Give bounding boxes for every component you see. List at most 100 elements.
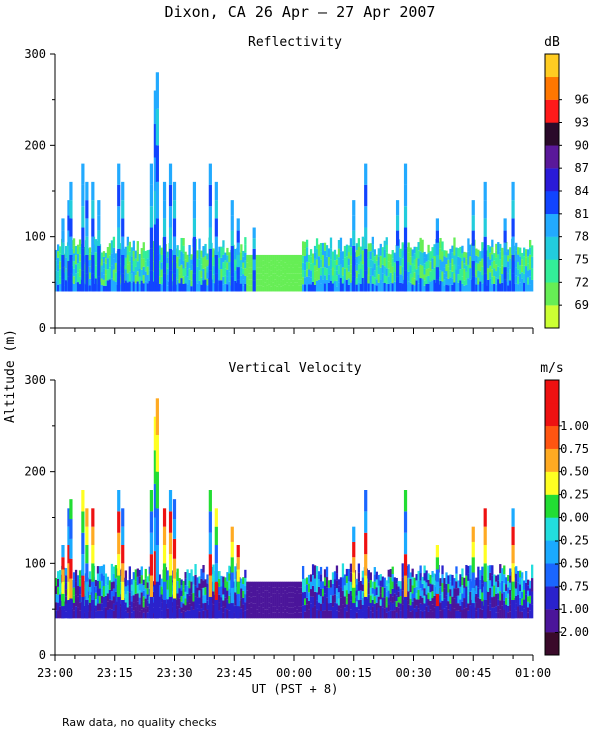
- echo-cell: [58, 261, 62, 269]
- echo-cell: [379, 243, 382, 256]
- echo-cell: [270, 596, 273, 604]
- echo-cell: [371, 599, 374, 607]
- colorbar-swatch: [545, 471, 559, 495]
- echo-cell: [329, 259, 333, 270]
- echo-cell: [493, 268, 496, 277]
- echo-cell: [190, 569, 193, 582]
- echo-cell: [377, 585, 380, 597]
- spike-segment: [121, 581, 125, 600]
- echo-cell: [303, 585, 307, 592]
- spike-segment: [208, 575, 212, 597]
- echo-cell: [519, 256, 522, 266]
- echo-cell: [359, 261, 363, 270]
- echo-cell: [357, 282, 361, 292]
- echo-cell: [152, 281, 155, 292]
- echo-cell: [108, 243, 112, 256]
- echo-cell: [347, 568, 351, 582]
- echo-cell: [292, 581, 295, 587]
- echo-cell: [361, 570, 365, 578]
- echo-cell: [112, 258, 116, 270]
- echo-cell: [55, 586, 58, 595]
- echo-cell: [146, 283, 149, 292]
- echo-cell: [274, 612, 277, 619]
- spike-segment: [172, 273, 177, 292]
- echo-cell: [76, 282, 80, 292]
- echo-cell: [311, 575, 315, 586]
- echo-cell: [280, 286, 283, 292]
- echo-cell: [146, 274, 149, 284]
- echo-cell: [317, 256, 321, 268]
- echo-cell: [499, 267, 502, 276]
- echo-cell: [254, 581, 257, 589]
- echo-cell: [268, 262, 271, 270]
- echo-cell: [270, 286, 273, 292]
- echo-cell: [74, 245, 78, 256]
- echo-cell: [479, 608, 482, 619]
- echo-cell: [64, 280, 68, 292]
- echo-cell: [64, 257, 68, 269]
- echo-cell: [525, 266, 528, 275]
- echo-cell: [319, 283, 323, 292]
- echo-cell: [475, 262, 478, 270]
- x-tick-label: 23:45: [216, 666, 252, 680]
- echo-cell: [415, 574, 418, 581]
- echo-cell: [114, 272, 118, 282]
- echo-cell: [399, 603, 402, 611]
- echo-cell: [266, 267, 269, 274]
- echo-cell: [297, 254, 301, 262]
- echo-cell: [369, 251, 372, 260]
- echo-cell: [212, 591, 215, 605]
- echo-cell: [212, 257, 215, 266]
- echo-cell: [266, 590, 269, 600]
- echo-cell: [258, 593, 261, 600]
- echo-cell: [389, 585, 392, 594]
- colorbar-label: 1.00: [560, 419, 589, 433]
- spike-segment: [67, 600, 71, 619]
- echo-cell: [517, 276, 520, 285]
- echo-cell: [425, 276, 428, 285]
- echo-cell: [359, 599, 363, 609]
- echo-cell: [254, 589, 257, 597]
- echo-cell: [200, 257, 203, 265]
- echo-cell: [100, 271, 104, 279]
- echo-cell: [531, 604, 534, 619]
- echo-cell: [299, 285, 303, 292]
- spike-segment: [230, 572, 234, 588]
- echo-cell: [194, 585, 197, 597]
- echo-cell: [180, 237, 183, 252]
- spike-segment: [91, 254, 95, 274]
- echo-cell: [132, 579, 135, 588]
- spike-segment: [61, 267, 65, 280]
- spike-segment: [69, 538, 73, 559]
- echo-cell: [290, 586, 293, 593]
- spike-segment: [149, 248, 153, 271]
- echo-cell: [321, 255, 325, 268]
- echo-cell: [465, 258, 468, 266]
- colorbar-label: 93: [575, 116, 589, 130]
- spike-segment: [252, 238, 256, 249]
- echo-cell: [282, 261, 285, 268]
- echo-cell: [313, 245, 317, 253]
- spike-segment: [208, 248, 212, 271]
- echo-cell: [88, 278, 92, 286]
- echo-cell: [256, 261, 259, 268]
- echo-cell: [497, 587, 500, 594]
- echo-cell: [196, 275, 199, 284]
- echo-cell: [329, 595, 333, 603]
- echo-cell: [335, 286, 339, 292]
- colorbar-label: 84: [575, 184, 589, 198]
- echo-cell: [475, 602, 478, 611]
- echo-cell: [397, 602, 400, 608]
- echo-cell: [288, 613, 291, 619]
- echo-cell: [523, 580, 526, 590]
- spike-segment: [168, 575, 173, 597]
- echo-cell: [383, 597, 386, 609]
- echo-cell: [425, 570, 428, 583]
- echo-cell: [329, 602, 333, 611]
- echo-cell: [264, 609, 267, 619]
- echo-cell: [333, 602, 337, 611]
- echo-cell: [124, 257, 127, 270]
- echo-cell: [497, 593, 500, 600]
- echo-cell: [327, 580, 331, 588]
- echo-cell: [186, 577, 189, 586]
